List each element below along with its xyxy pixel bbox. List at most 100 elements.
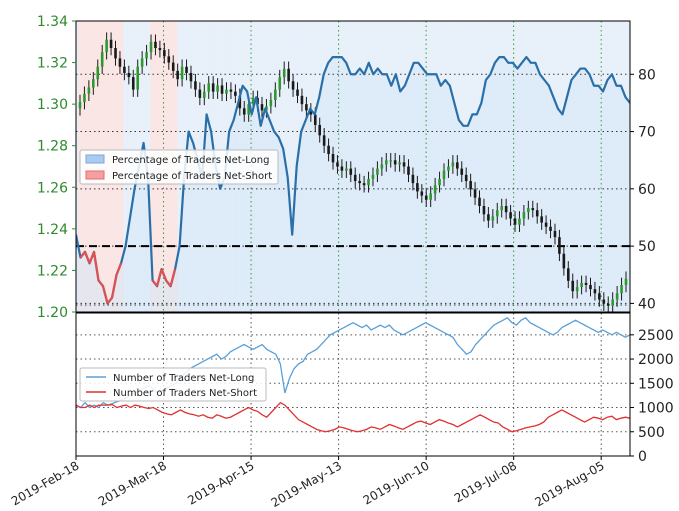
date-tick-label: 2019-Aug-05 <box>532 458 606 509</box>
price-bar <box>305 96 308 118</box>
price-bar <box>194 74 197 97</box>
price-tick-label: 1.22 <box>37 263 68 279</box>
price-bar <box>300 88 304 112</box>
price-bar <box>229 82 233 99</box>
price-bar <box>553 223 557 245</box>
price-bar <box>105 32 108 60</box>
count-tick-label: 500 <box>638 425 665 441</box>
percent-tick-label: 40 <box>638 296 656 312</box>
price-bar <box>140 51 144 75</box>
price-bar <box>189 65 193 89</box>
net-short-pct-segment <box>83 251 91 264</box>
bottom-legend: Number of Traders Net-Long Number of Tra… <box>79 367 267 402</box>
price-bar <box>345 161 348 178</box>
price-bar <box>469 173 472 197</box>
price-bar <box>318 117 322 143</box>
date-tick-label: 2019-May-13 <box>269 458 344 510</box>
price-bar <box>402 155 406 174</box>
count-tick-label: 2500 <box>638 328 674 344</box>
price-bar <box>353 167 357 189</box>
net-short-pct-segment <box>92 251 100 281</box>
price-bar <box>407 159 410 183</box>
count-tick-label: 1500 <box>638 376 674 392</box>
price-bar <box>460 161 464 183</box>
price-bar <box>624 271 628 293</box>
net-short-pct-segment <box>169 268 177 287</box>
price-bar <box>589 277 592 297</box>
net-long-shade <box>76 21 79 312</box>
percent-axis: 80 70 60 50 40 <box>630 67 656 312</box>
price-bar <box>384 152 388 172</box>
count-axis: 2500 2000 1500 1000 500 0 <box>630 328 674 465</box>
price-bar <box>504 198 508 220</box>
price-bar <box>531 200 535 218</box>
price-bar <box>416 175 419 199</box>
bottom-panel-frame <box>75 312 631 457</box>
price-bar <box>349 161 353 183</box>
price-bar <box>282 61 286 85</box>
price-bar <box>96 59 100 87</box>
net-long-shade <box>289 21 296 312</box>
legend-swatch-net-long-pct <box>85 154 105 164</box>
price-bar <box>331 146 335 170</box>
price-bar <box>149 34 153 60</box>
price-bar <box>518 211 521 232</box>
count-tick-label: 1000 <box>638 401 674 417</box>
price-bar <box>291 74 295 97</box>
price-bar <box>393 152 397 172</box>
price-bar <box>287 61 290 89</box>
price-bar <box>615 286 619 307</box>
price-bar <box>544 215 548 235</box>
price-bar <box>296 82 299 104</box>
price-bar <box>123 59 126 81</box>
price-bar <box>580 275 583 295</box>
price-bar <box>185 59 188 81</box>
price-bar <box>180 59 184 87</box>
count-tick-label: 0 <box>638 449 647 465</box>
price-bar <box>167 49 171 70</box>
price-bar <box>198 82 202 106</box>
price-bar <box>584 275 588 293</box>
legend-swatch-net-short-pct <box>85 170 105 180</box>
price-bar <box>598 286 601 307</box>
price-bar <box>207 76 211 99</box>
price-bar <box>571 273 575 299</box>
net-short-count-line <box>76 401 630 433</box>
price-bar <box>602 292 606 311</box>
price-bar <box>380 157 384 176</box>
top-legend: Percentage of Traders Net-Long Percentag… <box>79 149 279 185</box>
top-legend-box <box>79 149 279 185</box>
price-bar <box>211 76 215 99</box>
price-bar <box>549 219 552 239</box>
price-bar <box>242 101 246 122</box>
price-bar <box>491 209 495 228</box>
price-bar <box>620 277 623 301</box>
price-bar <box>202 84 206 106</box>
net-long-shade <box>285 21 291 312</box>
date-axis: 2019-Feb-18 2019-Mar-18 2019-Apr-15 2019-Ma… <box>9 456 607 510</box>
price-bar <box>274 82 277 108</box>
price-bar <box>398 155 401 172</box>
price-bar <box>456 155 459 176</box>
price-bar <box>438 171 441 193</box>
price-bar <box>145 44 148 66</box>
price-bar <box>566 261 570 289</box>
price-tick-label: 1.32 <box>37 56 68 72</box>
price-bar <box>389 152 393 168</box>
price-bar <box>114 40 117 66</box>
price-bar <box>136 59 140 97</box>
price-bar <box>593 281 597 301</box>
price-bar <box>522 204 526 226</box>
date-tick-label: 2019-Apr-15 <box>185 458 256 507</box>
date-tick-label: 2019-Feb-18 <box>9 458 82 508</box>
price-tick-label: 1.26 <box>37 180 68 196</box>
legend-label-net-short-count: Number of Traders Net-Short <box>113 388 257 399</box>
net-long-area <box>76 57 630 312</box>
price-bar <box>478 190 481 214</box>
price-bar <box>260 96 264 118</box>
price-bar <box>606 296 610 312</box>
price-bar <box>87 80 91 102</box>
net-short-pct-segment <box>97 279 104 287</box>
price-bar <box>429 186 432 208</box>
